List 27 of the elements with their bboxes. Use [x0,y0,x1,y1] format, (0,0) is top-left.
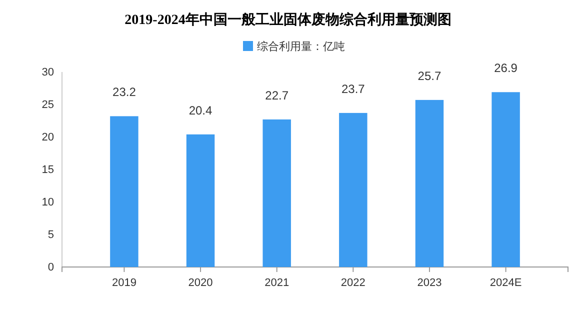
x-tick-label: 2021 [264,276,290,289]
data-label: 23.2 [112,85,136,100]
data-label: 22.7 [265,88,289,102]
bar [262,119,291,267]
bar [415,100,444,267]
y-tick-label: 5 [48,229,54,242]
bar [339,112,368,267]
data-label: 26.9 [494,61,518,76]
bar [110,116,138,267]
y-tick-label: 20 [42,132,54,144]
legend-label: 综合利用量：亿吨 [257,40,345,53]
x-tick-label: 2019 [112,276,136,289]
bar [492,92,520,267]
data-label: 20.4 [188,103,213,118]
y-tick-label: 15 [42,164,54,176]
x-tick-label: 2020 [188,276,213,289]
x-tick-label: 2022 [340,276,366,289]
bar [186,134,215,267]
chart-title: 2019-2024年中国一般工业固体废物综合利用量预测图 [124,11,452,28]
data-label: 25.7 [418,68,442,83]
data-label: 23.7 [341,82,366,96]
x-tick-label: 2023 [417,276,442,289]
y-tick-label: 10 [42,196,54,209]
y-tick-label: 0 [48,262,54,274]
x-tick-label: 2024E [490,276,522,289]
y-tick-label: 25 [42,99,54,112]
y-tick-label: 30 [42,66,54,79]
